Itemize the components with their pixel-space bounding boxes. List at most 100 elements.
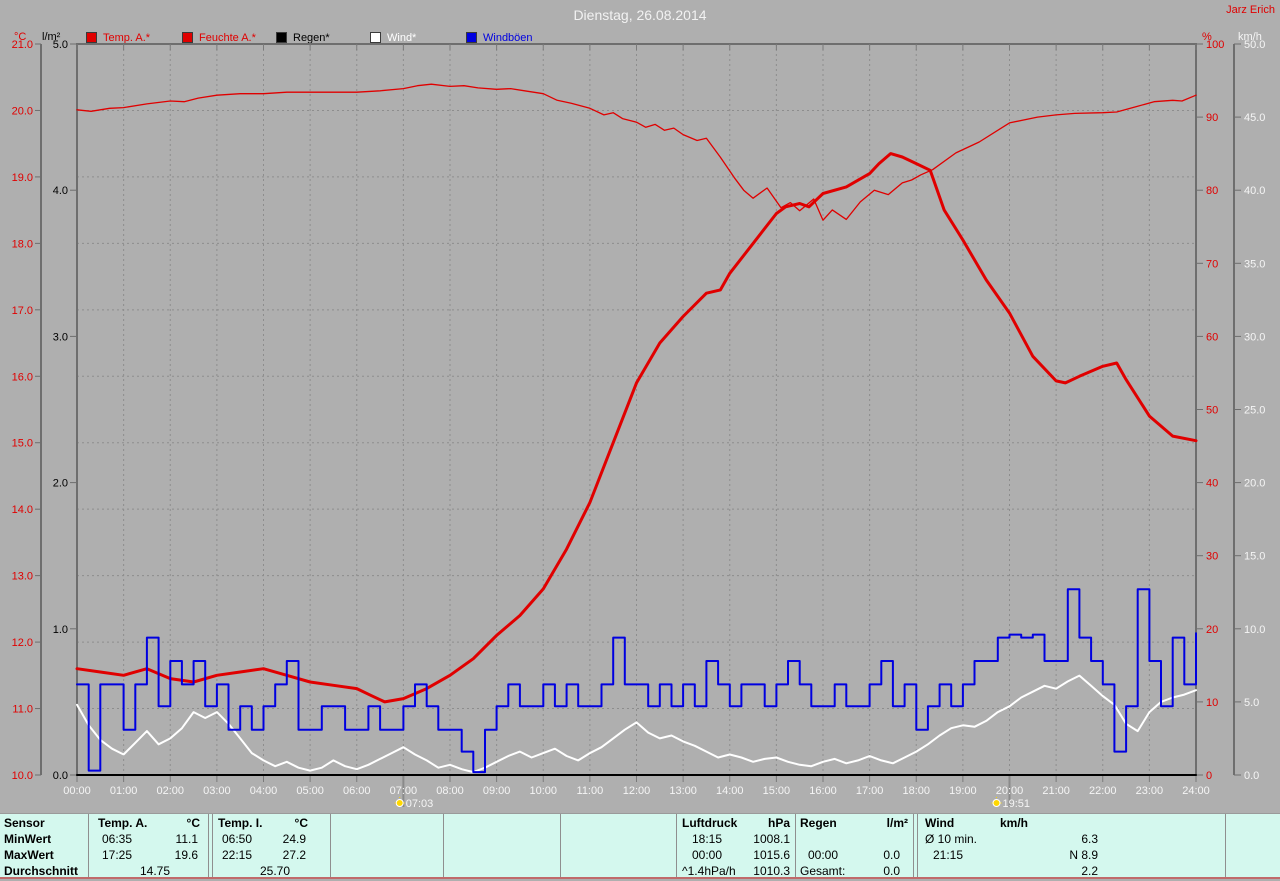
svg-text:03:00: 03:00 <box>203 785 231 797</box>
col-unit-temp-a: °C <box>186 816 200 830</box>
svg-text:60: 60 <box>1206 331 1218 343</box>
svg-text:10.0: 10.0 <box>1244 624 1265 636</box>
svg-text:21.0: 21.0 <box>12 39 33 51</box>
legend-label: Wind* <box>387 31 417 44</box>
regen-total-value: 0.0 <box>883 864 900 878</box>
rain-swatch-icon <box>276 32 287 43</box>
table-separator <box>1225 814 1226 877</box>
regen-max-time: 00:00 <box>808 848 839 862</box>
svg-text:20: 20 <box>1206 624 1218 636</box>
svg-text:30: 30 <box>1206 551 1218 563</box>
table-separator <box>330 814 331 877</box>
svg-text:11:00: 11:00 <box>577 785 604 797</box>
svg-text:5.0: 5.0 <box>1244 697 1259 709</box>
svg-text:80: 80 <box>1206 185 1218 197</box>
svg-text:1.0: 1.0 <box>53 624 68 636</box>
svg-text:17.0: 17.0 <box>12 305 33 317</box>
svg-text:40: 40 <box>1206 478 1218 490</box>
regen-total-label: Gesamt: <box>800 864 846 878</box>
svg-text:10:00: 10:00 <box>529 785 557 797</box>
svg-text:10.0: 10.0 <box>12 770 33 782</box>
legend-item-rain: Regen* <box>276 31 330 44</box>
svg-text:50: 50 <box>1206 405 1218 417</box>
svg-text:08:00: 08:00 <box>436 785 464 797</box>
temp-swatch-icon <box>86 32 97 43</box>
col-header-temp-a: Temp. A. <box>98 816 148 830</box>
luftdruck-tendency: ^1.4hPa/h <box>682 864 736 878</box>
legend-item-wind: Wind* <box>370 31 416 44</box>
temp-a-avg-value: 14.75 <box>139 864 170 878</box>
luftdruck-avg-value: 1010.3 <box>753 864 790 878</box>
svg-text:5.0: 5.0 <box>53 39 68 51</box>
svg-text:90: 90 <box>1206 112 1218 124</box>
svg-text:30.0: 30.0 <box>1244 331 1265 343</box>
svg-text:20:00: 20:00 <box>996 785 1024 797</box>
svg-text:45.0: 45.0 <box>1244 112 1265 124</box>
wind-axis-unit: km/h <box>1238 31 1262 43</box>
temp-a-min-value: 11.1 <box>175 832 198 846</box>
svg-text:07:03: 07:03 <box>406 798 434 810</box>
row-label-maxwert: MaxWert <box>4 848 54 862</box>
col-unit-wind: km/h <box>1000 816 1029 830</box>
svg-text:14:00: 14:00 <box>716 785 744 797</box>
temp-axis-unit: °C <box>14 31 27 43</box>
temp-i-min-time: 06:50 <box>222 832 253 846</box>
regen-max-value: 0.0 <box>883 848 900 862</box>
temp-a-max-value: 19.6 <box>174 848 198 862</box>
temp-i-max-time: 22:15 <box>222 848 253 862</box>
gusts-swatch-icon <box>466 32 477 43</box>
svg-text:19:51: 19:51 <box>1003 798 1031 810</box>
station-name: Jarz Erich <box>1226 4 1275 16</box>
wind-max-value: N 8.9 <box>1069 848 1098 862</box>
svg-text:20.0: 20.0 <box>12 105 33 117</box>
svg-text:04:00: 04:00 <box>250 785 278 797</box>
svg-text:16:00: 16:00 <box>809 785 837 797</box>
svg-text:0.0: 0.0 <box>53 770 68 782</box>
weather-chart: 21.0 20.0 19.0 18.0 17.0 16.0 15.0 14.0 13.0 12.0… <box>12 39 1266 810</box>
col-header-wind: Wind <box>925 816 955 830</box>
legend-item-gusts: Windböen <box>466 31 533 44</box>
svg-text:4.0: 4.0 <box>53 185 68 197</box>
col-header-regen: Regen <box>800 816 837 830</box>
rain-axis-unit: l/m² <box>42 31 61 43</box>
svg-text:15.0: 15.0 <box>1244 551 1265 563</box>
svg-text:22:00: 22:00 <box>1089 785 1117 797</box>
svg-text:23:00: 23:00 <box>1136 785 1164 797</box>
luftdruck-max-value: 1015.6 <box>753 848 790 862</box>
svg-text:3.0: 3.0 <box>53 331 68 343</box>
row-label-minwert: MinWert <box>4 832 52 846</box>
table-separator <box>560 814 561 877</box>
luftdruck-min-time: 18:15 <box>692 832 723 846</box>
luftdruck-max-time: 00:00 <box>692 848 723 862</box>
temp-a-max-time: 17:25 <box>102 848 133 862</box>
svg-text:02:00: 02:00 <box>156 785 184 797</box>
table-separator <box>917 814 918 877</box>
table-separator <box>913 814 914 877</box>
svg-text:13.0: 13.0 <box>12 571 33 583</box>
svg-text:14.0: 14.0 <box>12 504 33 516</box>
page-title: Dienstag, 26.08.2014 <box>573 7 707 23</box>
col-header-luftdruck: Luftdruck <box>682 816 738 830</box>
table-separator <box>676 814 677 877</box>
svg-text:10: 10 <box>1206 697 1218 709</box>
svg-text:70: 70 <box>1206 258 1218 270</box>
table-separator <box>212 814 213 877</box>
svg-text:11.0: 11.0 <box>12 704 33 716</box>
wind-avg10-value: 6.3 <box>1081 832 1098 846</box>
table-separator <box>795 814 796 877</box>
wind-max-time: 21:15 <box>933 848 964 862</box>
svg-text:06:00: 06:00 <box>343 785 371 797</box>
svg-text:15:00: 15:00 <box>763 785 791 797</box>
row-label-sensor: Sensor <box>4 816 45 830</box>
svg-text:19:00: 19:00 <box>949 785 977 797</box>
svg-text:12:00: 12:00 <box>623 785 651 797</box>
svg-text:16.0: 16.0 <box>12 371 33 383</box>
wind-swatch-icon <box>370 32 381 43</box>
humidity-axis-unit: % <box>1202 31 1212 43</box>
svg-text:50.0: 50.0 <box>1244 39 1265 51</box>
legend-item-temp: Temp. A.* <box>86 31 150 44</box>
svg-text:0: 0 <box>1206 770 1212 782</box>
col-unit-luftdruck: hPa <box>767 816 790 830</box>
legend-label: Windböen <box>483 31 533 44</box>
